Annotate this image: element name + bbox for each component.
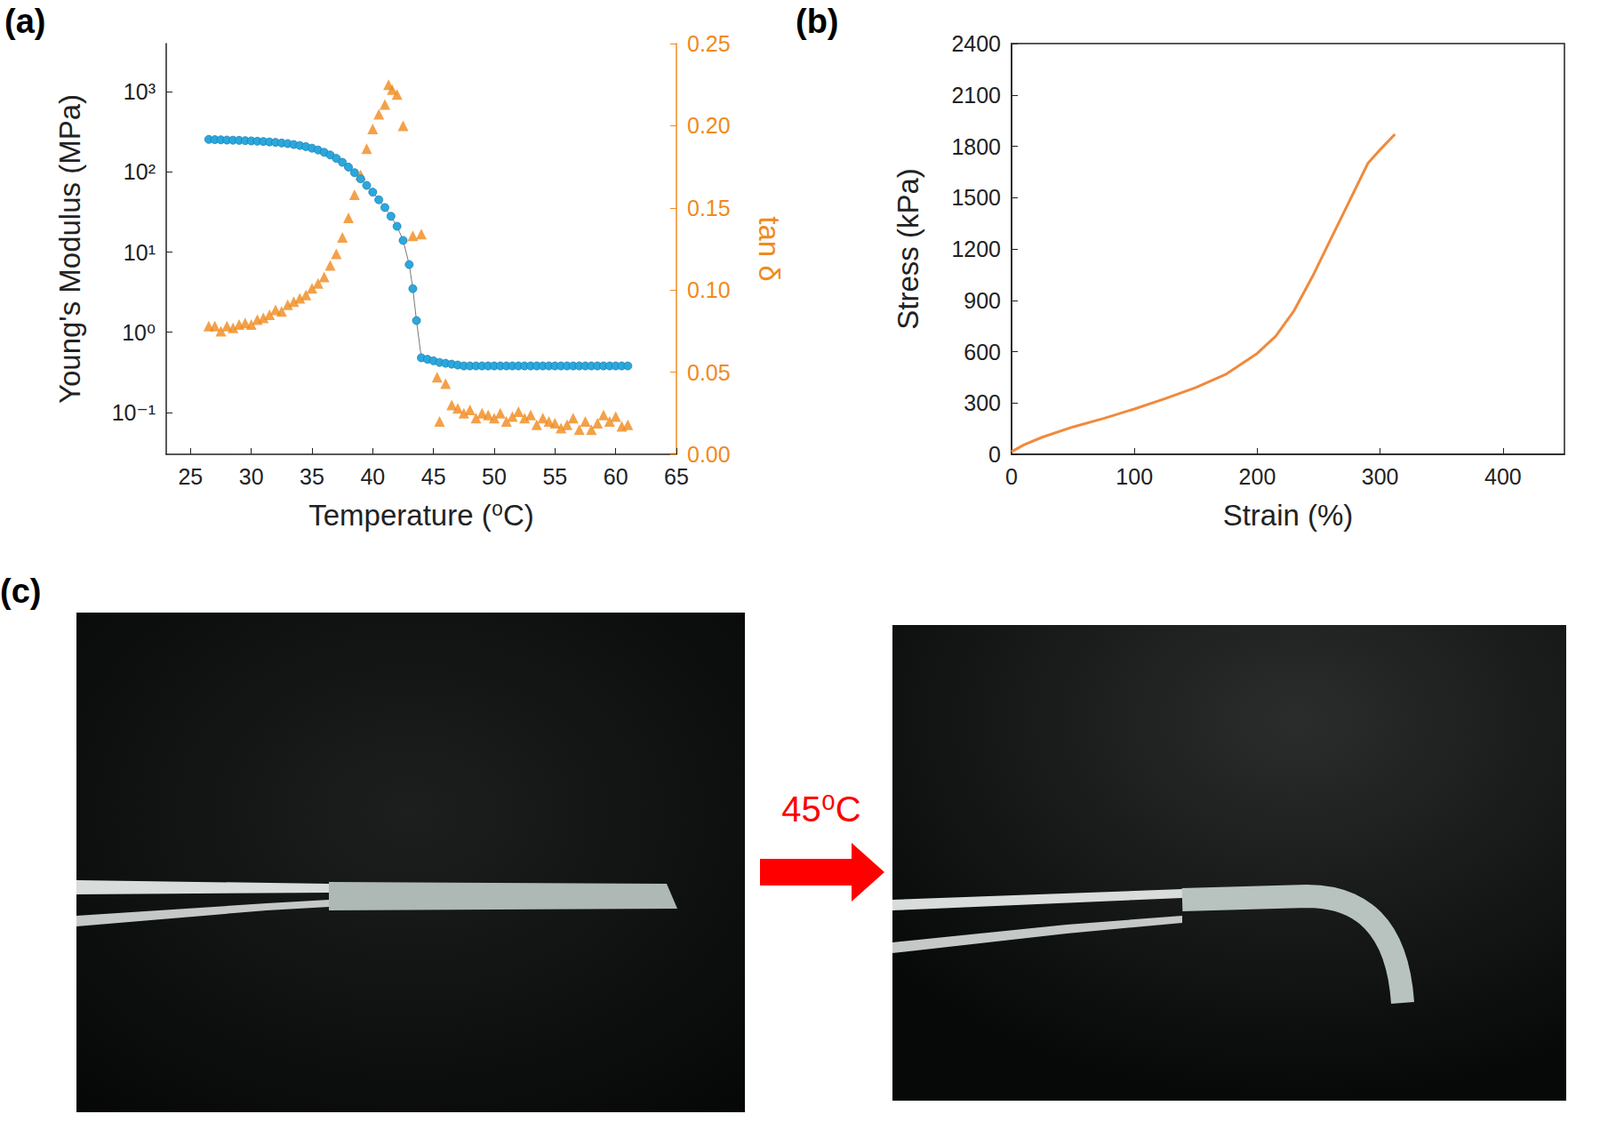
svg-text:65: 65 <box>664 464 689 489</box>
svg-text:(a): (a) <box>4 2 46 40</box>
svg-text:300: 300 <box>963 390 1001 416</box>
svg-text:0: 0 <box>988 441 1001 467</box>
svg-text:Temperature (⁰C): Temperature (⁰C) <box>308 498 534 532</box>
svg-text:0.20: 0.20 <box>687 112 731 138</box>
svg-text:55: 55 <box>542 464 568 489</box>
svg-text:60: 60 <box>603 464 629 489</box>
svg-text:(b): (b) <box>795 2 840 40</box>
svg-text:0.15: 0.15 <box>687 195 731 221</box>
svg-text:Strain (%): Strain (%) <box>1223 498 1354 532</box>
svg-text:1500: 1500 <box>951 184 1001 210</box>
svg-text:35: 35 <box>299 464 325 489</box>
svg-text:200: 200 <box>1239 464 1277 489</box>
svg-text:900: 900 <box>963 288 1001 313</box>
svg-text:50: 50 <box>481 464 507 489</box>
svg-text:Stress (kPa): Stress (kPa) <box>891 168 925 330</box>
svg-text:10⁻¹: 10⁻¹ <box>112 400 156 425</box>
svg-text:0.00: 0.00 <box>687 441 731 467</box>
svg-text:2100: 2100 <box>951 82 1001 108</box>
svg-text:30: 30 <box>239 464 264 489</box>
svg-text:600: 600 <box>963 339 1001 365</box>
svg-text:1200: 1200 <box>951 236 1001 262</box>
svg-text:45: 45 <box>421 464 447 489</box>
svg-text:300: 300 <box>1361 464 1400 489</box>
svg-text:40: 40 <box>360 464 385 489</box>
svg-text:0.25: 0.25 <box>687 31 731 56</box>
svg-text:10²: 10² <box>123 159 156 184</box>
svg-text:0.05: 0.05 <box>687 360 731 385</box>
svg-text:2400: 2400 <box>951 31 1001 56</box>
svg-text:1800: 1800 <box>951 134 1001 160</box>
svg-text:10⁰: 10⁰ <box>121 320 156 345</box>
svg-text:0.10: 0.10 <box>687 277 731 303</box>
svg-text:10³: 10³ <box>123 79 156 104</box>
svg-text:Young's Modulus (MPa): Young's Modulus (MPa) <box>53 94 87 404</box>
svg-text:400: 400 <box>1484 464 1522 489</box>
svg-text:(c): (c) <box>0 572 41 610</box>
svg-text:25: 25 <box>177 464 203 489</box>
svg-text:100: 100 <box>1115 464 1153 489</box>
svg-text:45⁰C: 45⁰C <box>781 789 861 829</box>
svg-text:tan δ: tan δ <box>752 216 786 281</box>
svg-text:0: 0 <box>1005 464 1018 489</box>
svg-text:10¹: 10¹ <box>123 240 156 265</box>
